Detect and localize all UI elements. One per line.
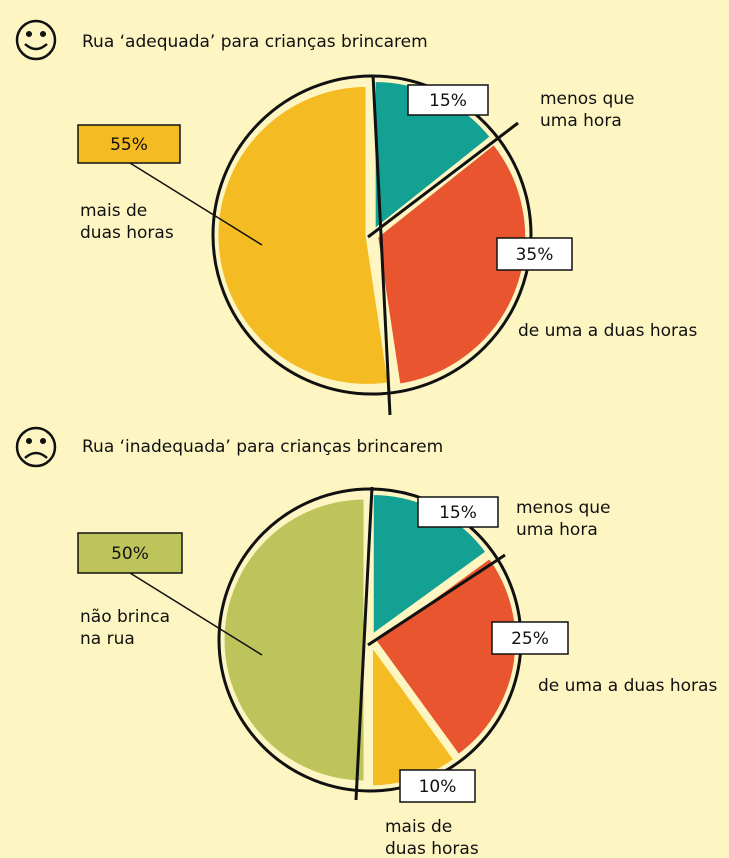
- label-box: [491, 621, 569, 655]
- label-box: [77, 532, 183, 574]
- category-label: mais de duas horas: [80, 201, 174, 243]
- chart-title: Rua ‘adequada’ para crianças brincarem: [82, 32, 428, 52]
- value-label: 50%: [111, 544, 149, 564]
- category-label: menos que uma hora: [516, 498, 611, 540]
- value-label: 10%: [419, 777, 457, 797]
- pie-slice: [372, 555, 519, 758]
- frown-icon: [15, 426, 57, 468]
- chart-title: Rua ‘inadequada’ para crianças brincarem: [82, 437, 443, 457]
- pie-slice: [215, 83, 392, 387]
- category-label: não brinca na rua: [80, 607, 171, 649]
- value-label: 35%: [516, 245, 554, 265]
- category-label: de uma a duas horas: [538, 676, 718, 696]
- pie-slice: [375, 141, 529, 387]
- label-box: [496, 237, 573, 271]
- leader-line: [129, 572, 263, 656]
- leader-line: [129, 162, 263, 246]
- category-label: mais de duas horas: [385, 817, 479, 858]
- value-label: 15%: [439, 503, 477, 523]
- pie-slice: [221, 496, 367, 784]
- value-label: 25%: [511, 629, 549, 649]
- label-box: [407, 84, 489, 116]
- category-label: de uma a duas horas: [518, 321, 698, 341]
- divider-line: [371, 74, 392, 416]
- label-box: [399, 769, 476, 803]
- smiley-icon: [15, 19, 57, 61]
- label-box: [77, 124, 181, 164]
- category-label: menos que uma hora: [540, 89, 635, 131]
- divider-line: [367, 553, 506, 647]
- divider-line: [367, 121, 519, 239]
- value-label: 55%: [110, 135, 148, 155]
- label-box: [417, 496, 499, 528]
- value-label: 15%: [429, 91, 467, 111]
- divider-line: [354, 486, 374, 801]
